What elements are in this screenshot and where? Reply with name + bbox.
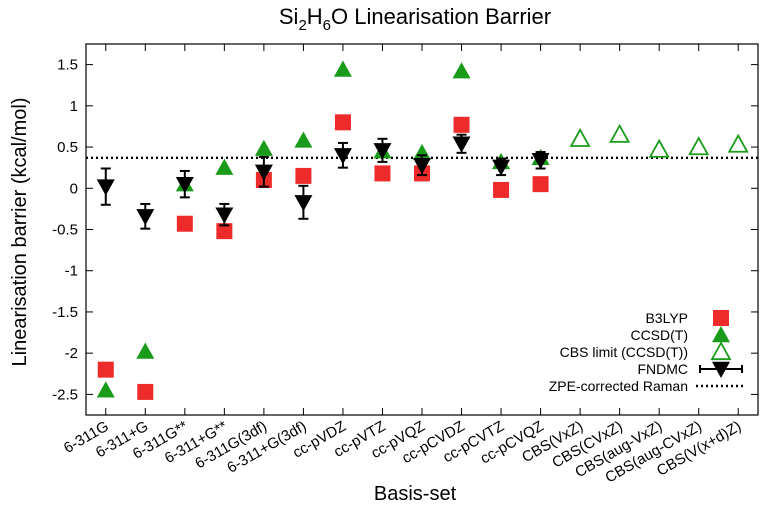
fndmc-point — [413, 157, 431, 175]
fndmc-point — [492, 159, 511, 176]
legend-label: ZPE-corrected Raman — [549, 378, 688, 394]
legend-entry: ZPE-corrected Raman — [549, 378, 746, 394]
legend-symbol-down-triangle — [712, 361, 730, 378]
b3lyp-point — [97, 361, 114, 378]
b3lyp-point — [137, 383, 154, 400]
b3lyp-point — [453, 116, 470, 133]
data-marks-layer — [96, 60, 749, 400]
y-tick-label: -1.5 — [52, 304, 78, 321]
b3lyp-point — [176, 215, 193, 232]
series-fndmc — [96, 133, 550, 230]
b3lyp-point — [216, 223, 233, 240]
b3lyp-point — [374, 165, 391, 182]
legend-symbol-triangle — [712, 326, 730, 343]
fndmc-point — [136, 209, 155, 226]
legend-entry: B3LYP — [645, 310, 729, 326]
ccsdt-point — [294, 131, 313, 148]
fndmc-point — [254, 164, 273, 181]
b3lyp-point — [532, 176, 549, 193]
fndmc-point — [215, 207, 234, 224]
y-tick-label: -0.5 — [52, 222, 78, 239]
legend-entry: FNDMC — [637, 361, 743, 378]
legend-symbol-open-triangle — [710, 341, 732, 361]
legend-symbol-square — [713, 310, 729, 326]
ccsdt-point — [452, 62, 471, 79]
cbs-limit-point — [569, 127, 591, 147]
series-b3lyp — [97, 114, 549, 400]
series-cbs-limit-ccsd-t — [569, 123, 749, 158]
chart-title: Si2H6O Linearisation Barrier — [279, 4, 551, 34]
x-axis: 6-311G6-311+G6-311G**6-311+G**6-311G(3df… — [61, 44, 744, 487]
y-tick-label: 1.5 — [57, 57, 78, 74]
legend-label: CBS limit (CCSD(T)) — [560, 344, 688, 360]
b3lyp-point — [334, 114, 351, 131]
y-axis: 1.5 1 0.5 0 -0.5 -1 -1.5 -2 -2.5 — [52, 57, 758, 403]
y-tick-label: -2 — [65, 345, 78, 362]
b3lyp-point — [295, 167, 312, 184]
ccsdt-point — [96, 381, 115, 398]
ccsdt-point — [333, 60, 352, 77]
y-axis-title: Linearisation barrier (kcal/mol) — [9, 98, 31, 367]
fndmc-point — [294, 195, 313, 212]
cbs-limit-point — [688, 136, 710, 156]
ccsdt-point — [136, 342, 155, 359]
y-tick-label: -1 — [65, 263, 78, 280]
y-tick-label: 0.5 — [57, 139, 78, 156]
b3lyp-point — [493, 181, 510, 198]
cbs-limit-point — [648, 138, 670, 158]
y-tick-label: -2.5 — [52, 386, 78, 403]
fndmc-point — [373, 143, 392, 160]
legend-label: FNDMC — [637, 361, 688, 377]
cbs-limit-point — [609, 123, 631, 143]
fndmc-point — [531, 153, 550, 170]
fndmc-point — [96, 179, 115, 196]
series-ccsd-t — [96, 60, 550, 398]
fndmc-point — [452, 136, 471, 153]
legend-entry: CBS limit (CCSD(T)) — [560, 341, 732, 361]
fndmc-point — [175, 176, 194, 194]
ccsdt-point — [215, 158, 234, 175]
y-tick-label: 0 — [70, 180, 78, 197]
cbs-limit-point — [727, 133, 749, 153]
ccsdt-point — [254, 139, 273, 156]
legend-entry: CCSD(T) — [630, 326, 730, 343]
x-axis-title: Basis-set — [374, 483, 457, 505]
legend-label: CCSD(T) — [630, 327, 688, 343]
fndmc-point — [333, 148, 352, 165]
legend-label: B3LYP — [645, 310, 688, 326]
y-tick-label: 1 — [70, 98, 78, 115]
